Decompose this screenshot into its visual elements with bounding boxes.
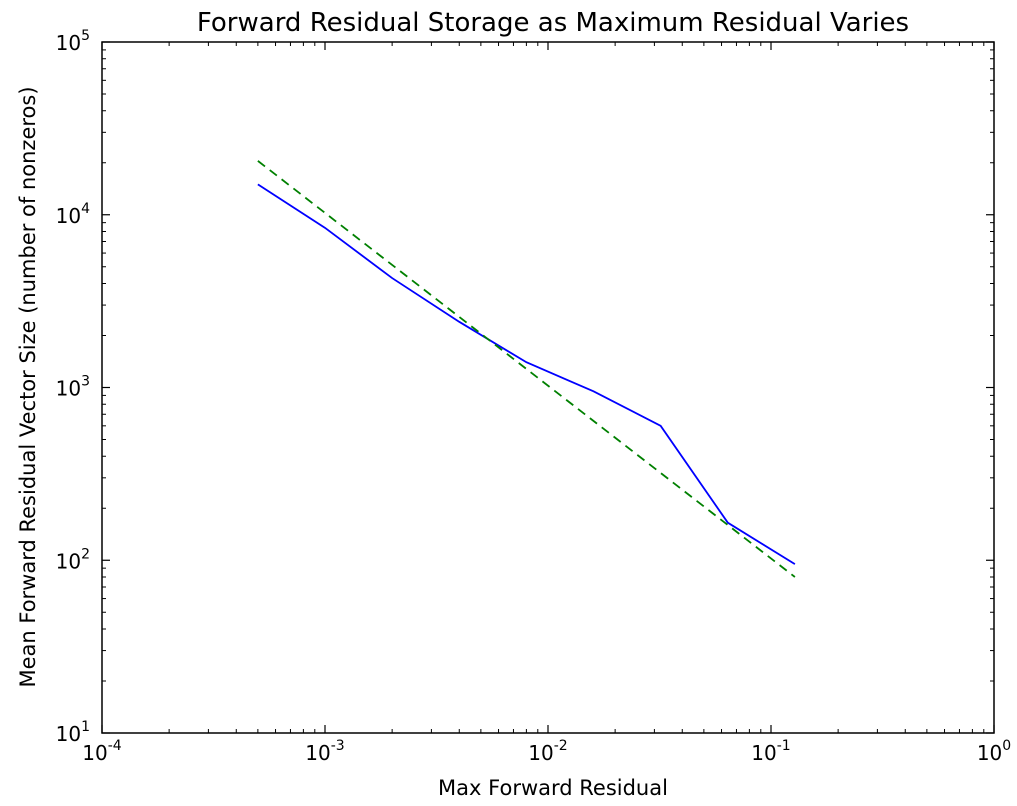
x-tick-base: 10	[977, 741, 1002, 765]
x-tick-base: 10	[751, 741, 776, 765]
y-tick-exponent: 1	[81, 719, 90, 735]
x-tick-label: 10-3	[305, 738, 344, 765]
y-tick-base: 10	[56, 204, 81, 228]
x-tick-base: 10	[82, 741, 107, 765]
y-tick-base: 10	[56, 31, 81, 55]
x-tick-exponent: -4	[108, 738, 122, 754]
x-tick-exponent: 0	[1002, 738, 1011, 754]
x-tick-exponent: -2	[554, 738, 568, 754]
y-tick-exponent: 3	[81, 374, 90, 390]
x-tick-label: 10-1	[751, 738, 790, 765]
y-axis-label: Mean Forward Residual Vector Size (numbe…	[16, 86, 40, 687]
y-tick-label: 102	[56, 546, 90, 573]
y-tick-base: 10	[56, 722, 81, 746]
y-tick-base: 10	[56, 377, 81, 401]
y-tick-base: 10	[56, 549, 81, 573]
x-tick-exponent: -3	[331, 738, 345, 754]
y-tick-exponent: 5	[81, 28, 90, 44]
x-tick-label: 100	[977, 738, 1011, 765]
y-tick-label: 101	[56, 719, 90, 746]
x-tick-exponent: -1	[777, 738, 791, 754]
series-line-measured	[257, 183, 796, 565]
y-tick-label: 105	[56, 28, 90, 55]
y-tick-label: 104	[56, 201, 90, 228]
x-tick-base: 10	[305, 741, 330, 765]
y-tick-exponent: 4	[81, 201, 90, 217]
x-tick-label: 10-2	[528, 738, 567, 765]
plot-area	[101, 41, 995, 734]
x-tick-base: 10	[528, 741, 553, 765]
minor-ticks	[102, 42, 994, 733]
series-line-dashed-fit	[257, 160, 796, 578]
y-tick-label: 103	[56, 374, 90, 401]
x-tick-label: 10-4	[82, 738, 122, 765]
major-ticks	[101, 41, 995, 734]
x-axis-label: Max Forward Residual	[438, 776, 668, 800]
chart-title: Forward Residual Storage as Maximum Resi…	[197, 8, 909, 38]
y-tick-exponent: 2	[81, 546, 90, 562]
series-group	[257, 160, 796, 578]
